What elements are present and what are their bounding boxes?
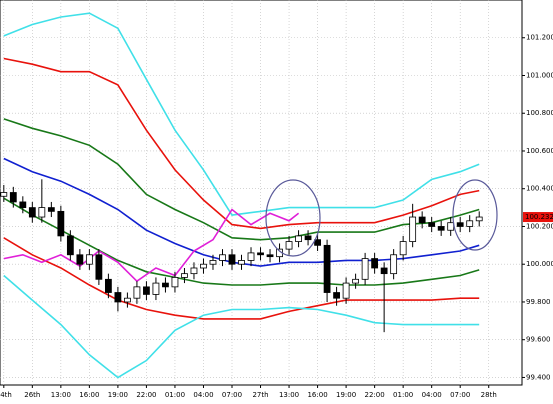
candle-body: [171, 277, 179, 288]
x-tick-label: 19:00: [336, 391, 356, 399]
candle-body: [399, 241, 407, 256]
highlight-circle: [452, 179, 498, 251]
candle-body: [361, 258, 369, 280]
x-tick-label: 22:00: [136, 391, 156, 399]
x-tick-label: 24th: [0, 391, 12, 399]
candle-body: [323, 244, 331, 293]
plot-frame: [0, 0, 523, 386]
candle-body: [114, 292, 122, 303]
candle-body: [418, 216, 426, 224]
candle-body: [152, 282, 160, 295]
x-tick-label: 01:00: [393, 391, 413, 399]
x-tick-label: 04:00: [193, 391, 213, 399]
y-tick-label: 100.000: [526, 260, 553, 268]
candle-body: [38, 207, 46, 218]
y-tick-label: 99.400: [526, 373, 551, 381]
candle-body: [266, 254, 274, 258]
candle-body: [247, 252, 255, 261]
band-line: [3, 197, 480, 286]
y-tick-label: 100.400: [526, 185, 553, 193]
candle-body: [304, 235, 312, 241]
band-line: [3, 237, 480, 320]
candle-body: [85, 254, 93, 265]
candle-body: [257, 252, 264, 256]
y-tick-label: 99.600: [526, 336, 551, 344]
candle-body: [466, 220, 474, 227]
candle-body: [181, 273, 188, 278]
y-tick-label: 101.200: [526, 34, 553, 42]
candle-body: [219, 254, 226, 261]
band-line: [3, 157, 480, 267]
candle-body: [143, 286, 150, 295]
band-line: [3, 57, 480, 230]
candle-body: [409, 216, 417, 242]
candle-body: [390, 254, 398, 275]
x-tick-label: 28th: [481, 391, 497, 399]
candle-body: [162, 282, 169, 288]
candle-body: [437, 226, 445, 231]
candle-body: [228, 254, 236, 265]
x-tick-label: 26th: [24, 391, 40, 399]
band-line: [3, 274, 480, 379]
last-price-label: 100.232: [525, 213, 553, 221]
candle-body: [428, 222, 436, 227]
candle-body: [28, 207, 36, 218]
candle-body: [19, 201, 27, 208]
last-price-box: [523, 212, 553, 223]
lines: [3, 12, 480, 379]
candles: [0, 179, 483, 333]
candle-body: [285, 241, 293, 250]
candle-body: [57, 210, 65, 237]
x-tick-label: 16:00: [307, 391, 327, 399]
highlight-circle: [265, 179, 321, 257]
candle-body: [380, 267, 388, 275]
candle-body: [238, 260, 245, 265]
x-tick-label: 22:00: [365, 391, 385, 399]
candle-body: [333, 292, 340, 299]
x-tick-label: 01:00: [165, 391, 185, 399]
axes: 101.200 101.000 100.800 100.600 100.400 100.2…: [0, 34, 553, 399]
y-tick-label: 100.200: [526, 222, 553, 230]
y-tick-label: 101.000: [526, 71, 553, 79]
band-line: [3, 12, 480, 216]
y-tick-label: 99.800: [526, 298, 551, 306]
x-tick-label: 07:00: [222, 391, 242, 399]
x-tick-label: 13:00: [279, 391, 299, 399]
x-tick-label: 13:00: [51, 391, 71, 399]
candle-body: [124, 297, 131, 303]
candle-body: [352, 278, 360, 284]
candle-body: [9, 192, 17, 203]
y-tick-label: 100.600: [526, 147, 553, 155]
x-tick-label: 04:00: [422, 391, 442, 399]
candle-body: [47, 207, 55, 212]
candle-body: [190, 267, 198, 275]
x-tick-label: 07:00: [450, 391, 470, 399]
candle-body: [66, 235, 74, 256]
candle-body: [0, 192, 8, 197]
candle-body: [342, 282, 350, 299]
candle-body: [295, 235, 302, 242]
candle-body: [76, 254, 84, 265]
y-tick-label: 100.800: [526, 109, 553, 117]
x-tick-label: 16:00: [79, 391, 99, 399]
candle-body: [475, 216, 483, 222]
band-line: [3, 208, 300, 283]
candle-body: [314, 239, 321, 246]
candle-body: [200, 263, 207, 269]
x-tick-label: 19:00: [108, 391, 128, 399]
candle-body: [371, 258, 379, 269]
candle-body: [133, 286, 141, 299]
band-line: [3, 118, 480, 241]
x-tick-label: 27th: [252, 391, 268, 399]
candle-body: [95, 254, 103, 280]
candle-body: [447, 222, 455, 231]
candle-body: [104, 278, 112, 293]
candle-body: [209, 260, 217, 265]
candle-body: [456, 222, 464, 227]
